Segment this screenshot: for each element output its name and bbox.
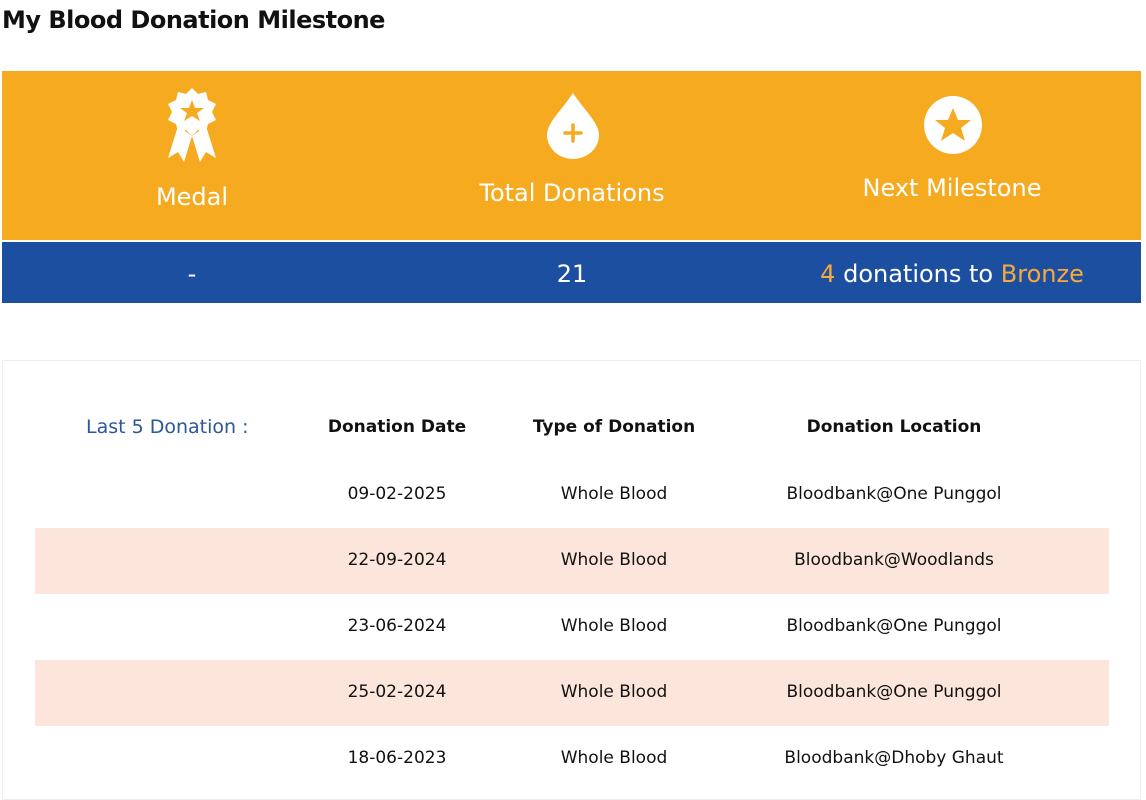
table-cell: 22-09-2024 (347, 550, 447, 570)
row-background (35, 528, 1109, 594)
table-cell: 18-06-2023 (347, 748, 447, 768)
table-label: Last 5 Donation : (86, 416, 249, 438)
stats-values: - 21 4 donations to Bronze (2, 242, 1141, 303)
table-cell: Whole Blood (560, 682, 668, 702)
milestone-text: donations to (843, 260, 994, 288)
stat-value: 21 (556, 260, 588, 288)
milestone-count: 4 (820, 260, 836, 288)
column-header: Donation Location (806, 417, 982, 437)
medal-icon (168, 88, 216, 162)
table-cell: Whole Blood (560, 748, 668, 768)
table-cell: Whole Blood (560, 616, 668, 636)
stat-label: Next Milestone (862, 174, 1042, 202)
table-cell: Bloodbank@Dhoby Ghaut (784, 748, 1004, 768)
star-icon (924, 96, 982, 154)
table-cell: 09-02-2025 (347, 484, 447, 504)
stat-label: Total Donations (479, 179, 665, 207)
column-header: Type of Donation (532, 417, 696, 437)
table-cell: Bloodbank@One Punggol (786, 682, 1002, 702)
table-cell: Whole Blood (560, 550, 668, 570)
table-cell: Whole Blood (560, 484, 668, 504)
column-header: Donation Date (327, 417, 467, 437)
stat-label: Medal (155, 183, 229, 211)
row-background (35, 660, 1109, 726)
stat-value: 4 donations to Bronze (762, 260, 1142, 288)
table-cell: Bloodbank@One Punggol (786, 484, 1002, 504)
stats-header: Medal Total Donations Next Milestone (2, 71, 1141, 240)
table-cell: Bloodbank@Woodlands (794, 550, 994, 570)
table-cell: Bloodbank@One Punggol (786, 616, 1002, 636)
page-title: My Blood Donation Milestone (2, 6, 385, 34)
table-cell: 23-06-2024 (347, 616, 447, 636)
table-cell: 25-02-2024 (347, 682, 447, 702)
drop-icon (547, 93, 599, 159)
stat-value: - (187, 260, 197, 288)
milestone-target: Bronze (1000, 260, 1084, 288)
